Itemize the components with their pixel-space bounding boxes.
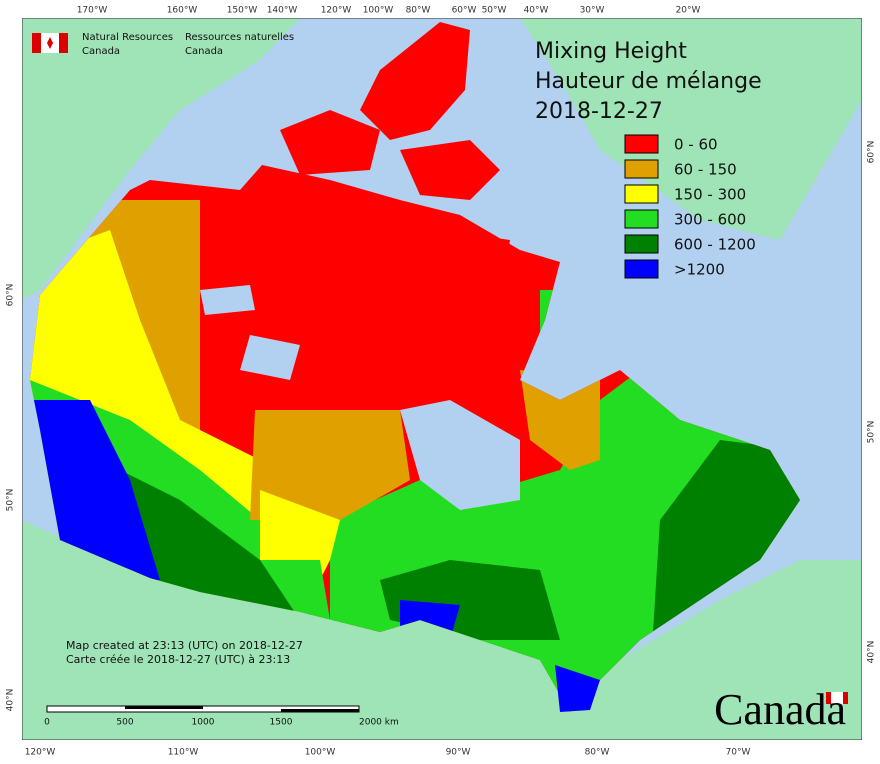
wordmark: Canada (714, 685, 846, 734)
longitude-label: 120°W (321, 6, 352, 16)
legend-swatch (624, 184, 659, 204)
legend-label: 0 - 60 (674, 136, 718, 154)
scale-label: 2000 km (359, 718, 399, 728)
agency-name-en: Canada (82, 46, 120, 57)
longitude-label: 100°W (363, 6, 394, 16)
legend-label: 60 - 150 (674, 161, 737, 179)
wordmark-flag (826, 692, 848, 704)
scale-bar (46, 705, 360, 713)
legend-swatch (624, 134, 659, 154)
agency-name-fr: Canada (185, 46, 223, 57)
latitude-label: 60°N (6, 284, 16, 307)
latitude-label: 50°N (6, 489, 16, 512)
latitude-label: 60°N (867, 141, 877, 164)
scale-label: 0 (44, 718, 50, 728)
longitude-label: 100°W (305, 748, 336, 758)
alaska (22, 18, 300, 300)
agency-name-fr: Ressources naturelles (185, 32, 294, 43)
scale-label: 1000 (192, 718, 215, 728)
longitude-label: 150°W (227, 6, 258, 16)
longitude-label: 140°W (267, 6, 298, 16)
longitude-label: 70°W (726, 748, 751, 758)
scale-label: 1500 (270, 718, 293, 728)
map-title: Mixing Height (535, 39, 687, 64)
longitude-label: 160°W (167, 6, 198, 16)
map-title: Hauteur de mélange (535, 69, 762, 94)
scale-label: 500 (116, 718, 133, 728)
legend-label: 150 - 300 (674, 186, 746, 204)
longitude-label: 80°W (585, 748, 610, 758)
longitude-label: 40°W (524, 6, 549, 16)
latitude-label: 40°N (867, 641, 877, 664)
map-note: Map created at 23:13 (UTC) on 2018-12-27 (66, 639, 303, 652)
longitude-label: 110°W (168, 748, 199, 758)
longitude-label: 30°W (580, 6, 605, 16)
map-note: Carte créée le 2018-12-27 (UTC) à 23:13 (66, 653, 290, 666)
legend-swatch (624, 159, 659, 179)
longitude-label: 60°W (452, 6, 477, 16)
longitude-label: 120°W (25, 748, 56, 758)
longitude-label: 80°W (406, 6, 431, 16)
latitude-label: 40°N (6, 689, 16, 712)
map-body (22, 18, 862, 740)
longitude-label: 170°W (77, 6, 108, 16)
flag (32, 33, 68, 53)
legend-label: 600 - 1200 (674, 236, 756, 254)
greenland (520, 18, 862, 240)
legend-swatch (624, 209, 659, 229)
longitude-label: 50°W (482, 6, 507, 16)
agency-name-en: Natural Resources (82, 32, 173, 43)
longitude-label: 20°W (676, 6, 701, 16)
united-states (22, 520, 862, 740)
legend-swatch (624, 234, 659, 254)
map-title: 2018-12-27 (535, 99, 663, 124)
legend-label: 300 - 600 (674, 211, 746, 229)
legend-swatch (624, 259, 659, 279)
legend-label: >1200 (674, 261, 725, 279)
ontario-peninsula (555, 665, 600, 712)
longitude-label: 90°W (446, 748, 471, 758)
latitude-label: 50°N (867, 421, 877, 444)
